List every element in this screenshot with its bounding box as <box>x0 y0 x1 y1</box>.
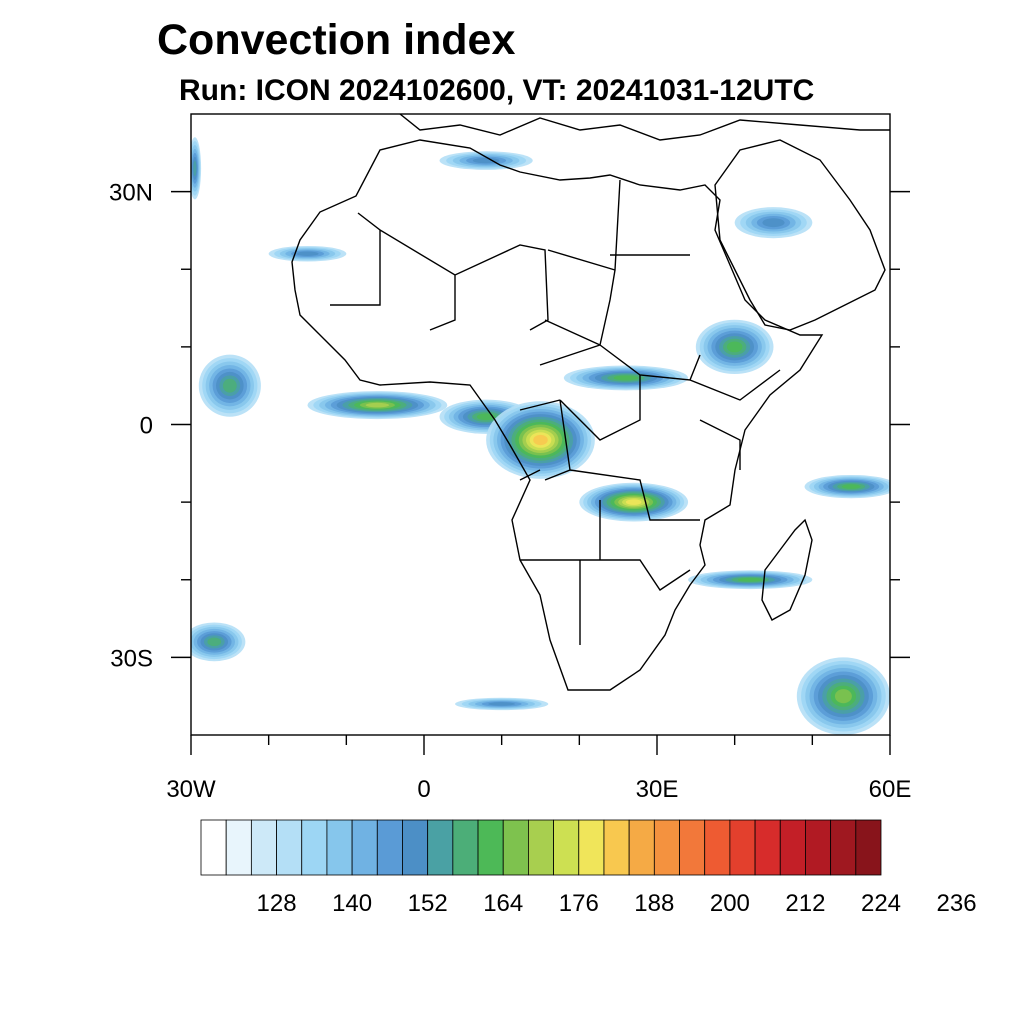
colorbar-swatch <box>225 819 252 876</box>
colorbar-label: 188 <box>634 890 674 917</box>
colorbar-swatch <box>855 819 882 876</box>
axis-tick-labels: 30N 0 30S 30W 0 30E 60E <box>109 180 911 803</box>
convection-south-atlantic-blob-level-10 <box>207 637 222 647</box>
map-subtitle: Run: ICON 2024102600, VT: 20241031-12UTC <box>179 74 815 107</box>
colorbar-swatch <box>729 819 756 876</box>
colorbar-label: 224 <box>861 890 901 917</box>
europe-coastline <box>399 114 890 141</box>
convection-south-atlantic-streak-level-8 <box>488 702 515 706</box>
colorbar-swatch <box>553 819 580 876</box>
lon-label: 0 <box>417 776 430 803</box>
colorbar-swatch <box>653 819 680 876</box>
colorbar-swatch <box>679 819 706 876</box>
colorbar-label: 128 <box>257 890 297 917</box>
convection-mozambique-channel-level-11 <box>737 577 763 582</box>
convection-ethiopia-blob-level-11 <box>726 341 743 353</box>
arabia-coastline <box>714 139 886 331</box>
colorbar-swatch <box>477 819 504 876</box>
colorbar-label: 236 <box>937 890 977 917</box>
convection-atlantic-west-blob-level-10 <box>222 378 237 393</box>
convection-sahel-east-band-level-11 <box>613 375 639 381</box>
colorbar-swatch <box>502 819 529 876</box>
convection-congo-core-level-16 <box>533 434 548 446</box>
lon-label: 60E <box>869 776 912 803</box>
borders <box>330 179 781 645</box>
africa-coastline <box>291 139 824 691</box>
colorbar-swatch <box>326 819 353 876</box>
map-title: Convection index <box>157 16 516 64</box>
convection-atlantic-band-level-13 <box>365 402 390 408</box>
colorbar-swatch <box>578 819 605 876</box>
lat-label: 0 <box>140 413 153 440</box>
convection-nw-edge-blob-level-9 <box>193 160 197 177</box>
convection-field <box>191 137 890 735</box>
convection-north-africa-band-level-8 <box>472 157 500 164</box>
lon-label: 30E <box>636 776 679 803</box>
colorbar-swatch <box>276 819 303 876</box>
colorbar-label: 176 <box>559 890 599 917</box>
axis-ticks <box>171 190 910 755</box>
colorbar-swatch <box>779 819 806 876</box>
convection-red-sea-band-level-8 <box>762 218 785 228</box>
lon-label: 30W <box>166 776 216 803</box>
colorbar-swatch <box>830 819 857 876</box>
madagascar-coastline <box>761 518 813 621</box>
colorbar-swatch <box>200 819 227 876</box>
coastlines-and-borders <box>291 114 890 691</box>
convection-west-sahara-band-level-8 <box>296 251 319 256</box>
colorbar-label: 200 <box>710 890 750 917</box>
convection-zambia-band-level-15 <box>625 499 642 505</box>
colorbar-swatch <box>754 819 781 876</box>
colorbar-label: 140 <box>332 890 372 917</box>
colorbar-swatch <box>250 819 277 876</box>
colorbar-swatch <box>402 819 429 876</box>
lat-label: 30N <box>109 180 153 207</box>
colorbar-swatch <box>628 819 655 876</box>
colorbar-swatch <box>301 819 328 876</box>
colorbar-label: 152 <box>408 890 448 917</box>
colorbar-swatch <box>427 819 454 876</box>
colorbar: 128 140 152 164 176 188 200 212 224 236 <box>200 819 977 917</box>
colorbar-swatch <box>376 819 403 876</box>
colorbar-swatch <box>351 819 378 876</box>
colorbar-swatch <box>452 819 479 876</box>
colorbar-label: 164 <box>483 890 523 917</box>
colorbar-label: 212 <box>785 890 825 917</box>
colorbar-swatch <box>805 819 832 876</box>
convection-southern-indian-blob-level-12 <box>834 689 852 704</box>
convection-indian-ocean-east-level-11 <box>841 484 861 489</box>
colorbar-swatch <box>528 819 554 876</box>
colorbar-swatch <box>603 819 630 876</box>
lat-label: 30S <box>110 645 153 672</box>
colorbar-swatch <box>704 819 731 876</box>
